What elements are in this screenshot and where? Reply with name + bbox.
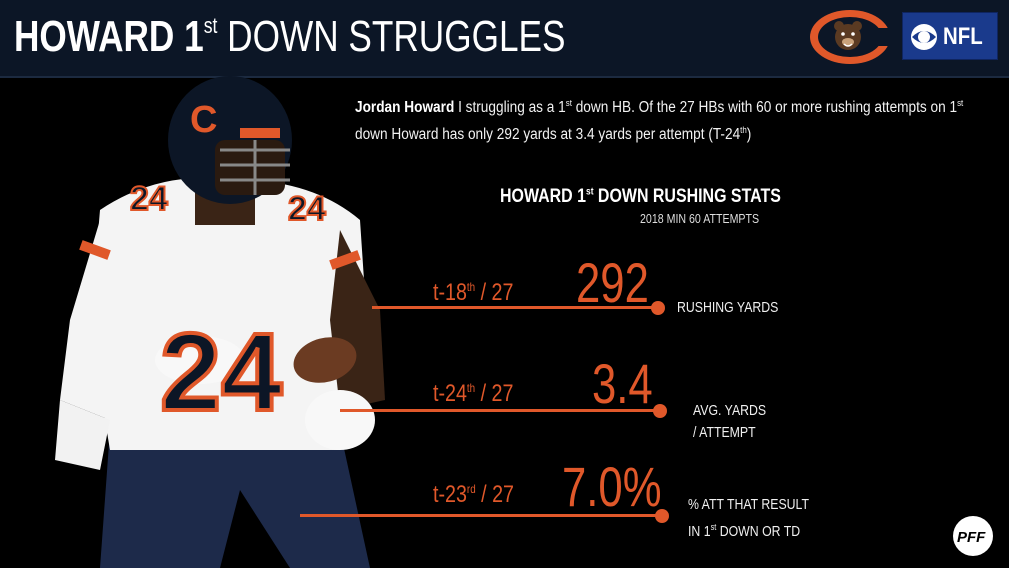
- stat-dot-rushing-yards: [651, 301, 665, 315]
- stats-title: HOWARD 1st DOWN RUSHING STATS: [500, 186, 781, 207]
- pff-logo: PFF: [953, 516, 993, 556]
- stat-label-avg-yards: AVG. YARDS / ATTEMPT: [693, 402, 767, 441]
- stat-rank-first-down-pct: t-23rd / 27: [433, 481, 514, 508]
- stat-rank-avg-yards: t-24th / 27: [433, 380, 514, 407]
- stat-line-rushing-yards: [372, 306, 658, 309]
- header-bar: HOWARD 1st DOWN STRUGGLES NFL: [0, 0, 1009, 78]
- player-photo: 24 24 24 C: [55, 76, 385, 568]
- stat-rank-rushing-yards: t-18th / 27: [433, 279, 514, 306]
- stat-dot-first-down-pct: [655, 509, 669, 523]
- player-name: Jordan Howard: [355, 99, 455, 117]
- svg-text:24: 24: [130, 180, 168, 218]
- stat-line-first-down-pct: [300, 514, 662, 517]
- stat-label-rushing-yards: RUSHING YARDS: [677, 299, 779, 316]
- cbs-nfl-logo: NFL: [902, 12, 998, 60]
- svg-text:PFF: PFF: [957, 529, 986, 546]
- stats-subtitle: 2018 MIN 60 ATTEMPTS: [640, 212, 760, 226]
- cbs-eye-icon: [911, 24, 937, 50]
- chicago-bears-logo: [810, 10, 892, 64]
- svg-text:24: 24: [288, 190, 326, 228]
- svg-text:C: C: [190, 99, 217, 141]
- stat-label-first-down-pct: % ATT THAT RESULT IN 1st DOWN OR TD: [688, 496, 809, 540]
- stat-line-avg-yards: [340, 409, 660, 412]
- stat-value-avg-yards: 3.4: [592, 352, 653, 415]
- nfl-label: NFL: [943, 23, 983, 50]
- description-text: Jordan Howard I struggling as a 1st down…: [355, 98, 964, 144]
- stat-value-first-down-pct: 7.0%: [562, 455, 662, 518]
- stat-dot-avg-yards: [653, 404, 667, 418]
- stat-value-rushing-yards: 292: [576, 251, 649, 314]
- svg-text:24: 24: [160, 311, 282, 434]
- page-title: HOWARD 1st DOWN STRUGGLES: [14, 12, 566, 61]
